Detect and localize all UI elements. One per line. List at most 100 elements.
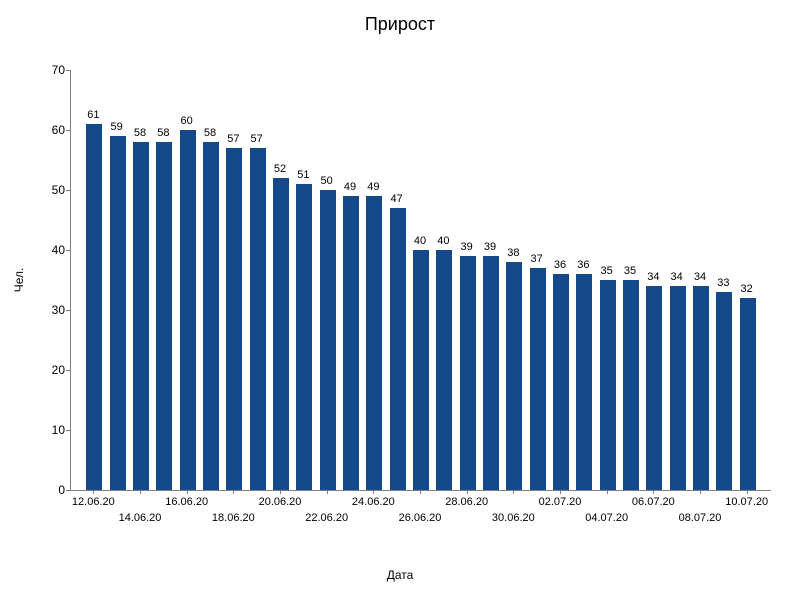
x-tick-mark <box>373 490 374 494</box>
x-tick-label: 16.06.20 <box>165 496 208 508</box>
x-tick-label: 04.07.20 <box>585 512 628 524</box>
x-tick-mark <box>513 490 514 494</box>
bar-value-label: 57 <box>251 133 263 145</box>
y-tick-mark <box>66 130 70 131</box>
bar-value-label: 33 <box>717 277 729 289</box>
x-tick-label: 30.06.20 <box>492 512 535 524</box>
bar-value-label: 34 <box>647 271 659 283</box>
bar <box>646 286 662 490</box>
bar <box>483 256 499 490</box>
bar-value-label: 59 <box>111 121 123 133</box>
bar <box>203 142 219 490</box>
bar <box>273 178 289 490</box>
y-axis-label: Чел. <box>12 268 26 293</box>
x-tick-label: 22.06.20 <box>305 512 348 524</box>
bar <box>740 298 756 490</box>
x-tick-label: 14.06.20 <box>119 512 162 524</box>
bar <box>343 196 359 490</box>
x-tick-mark <box>233 490 234 494</box>
x-tick-label: 28.06.20 <box>445 496 488 508</box>
bar <box>436 250 452 490</box>
y-tick-mark <box>66 310 70 311</box>
y-tick-mark <box>66 70 70 71</box>
x-tick-mark <box>187 490 188 494</box>
y-tick-label: 50 <box>35 183 65 197</box>
x-tick-mark <box>653 490 654 494</box>
bar <box>320 190 336 490</box>
y-tick-mark <box>66 190 70 191</box>
x-tick-label: 12.06.20 <box>72 496 115 508</box>
x-tick-mark <box>700 490 701 494</box>
chart-container: Прирост Чел. Дата 0102030405060706159585… <box>0 0 800 600</box>
x-tick-mark <box>747 490 748 494</box>
bar <box>180 130 196 490</box>
bar-value-label: 57 <box>227 133 239 145</box>
x-tick-label: 24.06.20 <box>352 496 395 508</box>
bar-value-label: 35 <box>624 265 636 277</box>
bar-value-label: 32 <box>741 283 753 295</box>
x-tick-label: 18.06.20 <box>212 512 255 524</box>
bar <box>226 148 242 490</box>
bar-value-label: 52 <box>274 163 286 175</box>
bar <box>460 256 476 490</box>
bar <box>530 268 546 490</box>
y-tick-label: 0 <box>35 483 65 497</box>
x-tick-mark <box>467 490 468 494</box>
y-tick-mark <box>66 250 70 251</box>
y-tick-mark <box>66 490 70 491</box>
bar <box>506 262 522 490</box>
bar-value-label: 39 <box>484 241 496 253</box>
bar <box>553 274 569 490</box>
bar <box>693 286 709 490</box>
x-axis-label: Дата <box>0 568 800 582</box>
x-tick-label: 08.07.20 <box>679 512 722 524</box>
bar-value-label: 61 <box>87 109 99 121</box>
bar <box>296 184 312 490</box>
bar-value-label: 39 <box>461 241 473 253</box>
bar-value-label: 36 <box>554 259 566 271</box>
bar-value-label: 37 <box>531 253 543 265</box>
bar-value-label: 47 <box>391 193 403 205</box>
bar <box>110 136 126 490</box>
x-tick-mark <box>420 490 421 494</box>
bar <box>716 292 732 490</box>
x-tick-label: 06.07.20 <box>632 496 675 508</box>
x-tick-label: 10.07.20 <box>725 496 768 508</box>
plot-area <box>70 70 771 491</box>
bar-value-label: 58 <box>134 127 146 139</box>
y-tick-label: 10 <box>35 423 65 437</box>
bar-value-label: 38 <box>507 247 519 259</box>
x-tick-mark <box>280 490 281 494</box>
x-tick-mark <box>140 490 141 494</box>
bar-value-label: 40 <box>414 235 426 247</box>
bar <box>366 196 382 490</box>
bar <box>390 208 406 490</box>
bar <box>670 286 686 490</box>
bar-value-label: 49 <box>344 181 356 193</box>
y-tick-label: 60 <box>35 123 65 137</box>
bar-value-label: 34 <box>671 271 683 283</box>
x-tick-mark <box>607 490 608 494</box>
bar <box>623 280 639 490</box>
x-tick-mark <box>560 490 561 494</box>
bar <box>600 280 616 490</box>
bar-value-label: 40 <box>437 235 449 247</box>
y-tick-label: 30 <box>35 303 65 317</box>
bar-value-label: 34 <box>694 271 706 283</box>
chart-title: Прирост <box>0 14 800 35</box>
y-tick-label: 40 <box>35 243 65 257</box>
bar-value-label: 36 <box>577 259 589 271</box>
bar-value-label: 58 <box>204 127 216 139</box>
y-tick-mark <box>66 430 70 431</box>
bar-value-label: 58 <box>157 127 169 139</box>
y-tick-mark <box>66 370 70 371</box>
x-tick-label: 20.06.20 <box>259 496 302 508</box>
bar-value-label: 60 <box>181 115 193 127</box>
x-tick-mark <box>93 490 94 494</box>
y-tick-label: 70 <box>35 63 65 77</box>
x-tick-label: 02.07.20 <box>539 496 582 508</box>
x-tick-mark <box>327 490 328 494</box>
bar-value-label: 51 <box>297 169 309 181</box>
bar-value-label: 35 <box>601 265 613 277</box>
bar <box>156 142 172 490</box>
